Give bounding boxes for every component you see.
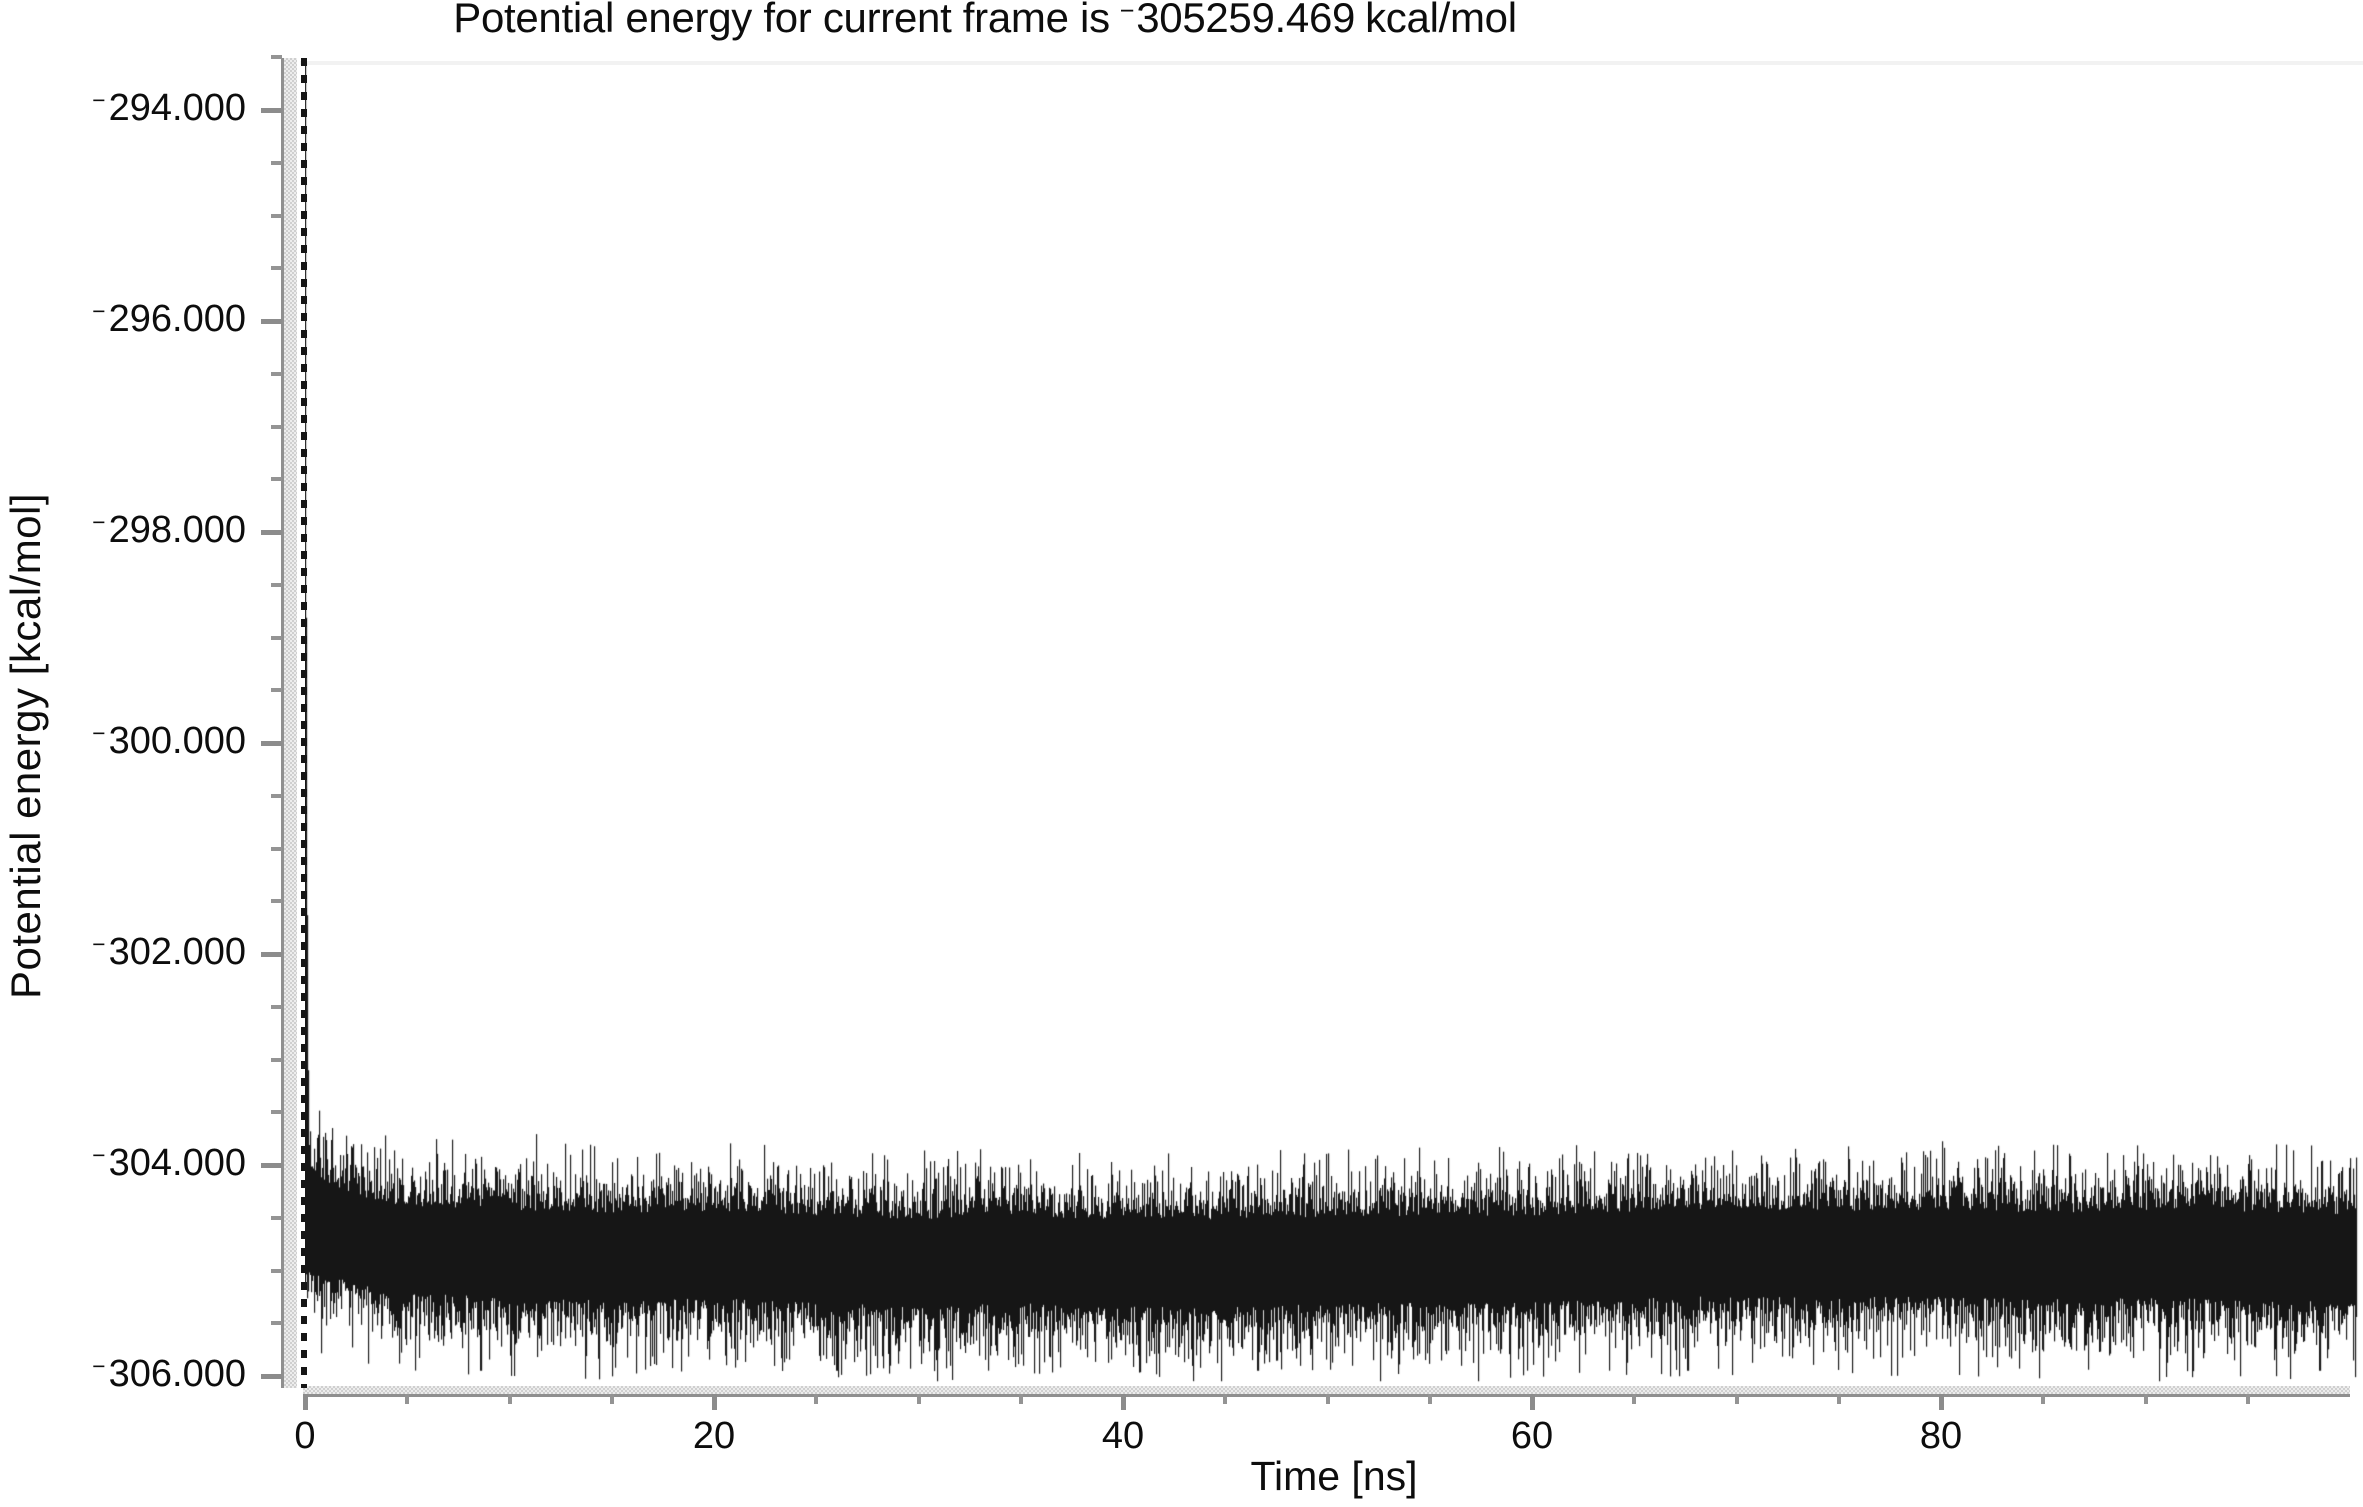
y-minor-tick (271, 213, 282, 218)
x-major-tick (712, 1394, 717, 1410)
y-minor-tick (271, 846, 282, 851)
x-minor-tick (1018, 1394, 1023, 1404)
x-minor-tick (1223, 1394, 1228, 1404)
minus-sign: − (92, 931, 106, 958)
minus-sign: − (92, 87, 106, 114)
x-minor-tick (405, 1394, 410, 1404)
x-tick-label: 80 (1919, 1415, 1963, 1457)
y-tick-label: −298.000 (40, 508, 246, 556)
title-energy-value: 305259.469 (1136, 0, 1356, 41)
x-minor-tick (1836, 1394, 1841, 1404)
y-minor-tick (271, 424, 282, 429)
y-major-tick (261, 952, 282, 957)
x-tick-label: 0 (294, 1415, 316, 1457)
x-major-tick (1530, 1394, 1535, 1410)
minus-sign: − (92, 298, 106, 325)
y-major-tick (261, 108, 282, 113)
y-tick-label: −304.000 (40, 1141, 246, 1189)
x-minor-tick (507, 1394, 512, 1404)
y-major-tick (261, 1163, 282, 1168)
y-tick-value: 306.000 (108, 1353, 246, 1395)
x-major-tick (303, 1394, 308, 1410)
x-minor-tick (1734, 1394, 1739, 1404)
y-minor-tick (271, 1057, 282, 1062)
x-tick-label: 40 (1101, 1415, 1145, 1457)
plot-canvas (305, 62, 2363, 1388)
y-minor-tick (271, 1268, 282, 1273)
y-minor-tick (271, 266, 282, 271)
x-tick-label: 20 (692, 1415, 736, 1457)
y-tick-value: 294.000 (108, 87, 246, 129)
y-tick-label: −296.000 (40, 297, 246, 345)
x-major-tick (1939, 1394, 1944, 1410)
minus-sign: − (1119, 0, 1135, 25)
chart-title: Potential energy for current frame is −30… (330, 0, 1640, 42)
y-major-tick (261, 530, 282, 535)
x-minor-tick (2143, 1394, 2148, 1404)
minus-sign: − (92, 720, 106, 747)
x-minor-tick (609, 1394, 614, 1404)
minus-sign: − (92, 1142, 106, 1169)
y-axis-bar (281, 58, 297, 1388)
y-minor-tick (271, 371, 282, 376)
y-major-tick (261, 319, 282, 324)
y-minor-tick (271, 1321, 282, 1326)
y-tick-value: 298.000 (108, 509, 246, 551)
current-frame-marker-line (301, 58, 307, 1388)
minus-sign: − (92, 509, 106, 536)
y-minor-tick (271, 1110, 282, 1115)
y-minor-tick (271, 793, 282, 798)
y-minor-tick (271, 688, 282, 693)
y-minor-tick (271, 582, 282, 587)
title-unit: kcal/mol (1365, 0, 1517, 41)
y-tick-value: 300.000 (108, 720, 246, 762)
y-major-tick (261, 741, 282, 746)
y-tick-label: −300.000 (40, 719, 246, 767)
x-minor-tick (814, 1394, 819, 1404)
minus-sign: − (92, 1353, 106, 1380)
y-tick-label: −302.000 (40, 930, 246, 978)
y-minor-tick (271, 1004, 282, 1009)
title-prefix: Potential energy for current frame is (453, 0, 1110, 41)
y-tick-value: 302.000 (108, 931, 246, 973)
x-minor-tick (1632, 1394, 1637, 1404)
x-minor-tick (916, 1394, 921, 1404)
x-major-tick (1121, 1394, 1126, 1410)
y-tick-label: −294.000 (40, 86, 246, 134)
y-tick-label: −306.000 (40, 1352, 246, 1400)
x-minor-tick (2041, 1394, 2046, 1404)
x-minor-tick (1427, 1394, 1432, 1404)
y-minor-tick (271, 55, 282, 60)
y-minor-tick (271, 1215, 282, 1220)
y-tick-value: 296.000 (108, 298, 246, 340)
y-minor-tick (271, 899, 282, 904)
y-minor-tick (271, 477, 282, 482)
x-axis-title: Time [ns] (1250, 1453, 1418, 1499)
x-tick-label: 60 (1510, 1415, 1554, 1457)
y-minor-tick (271, 635, 282, 640)
y-minor-tick (271, 160, 282, 165)
x-minor-tick (1325, 1394, 1330, 1404)
y-major-tick (261, 1374, 282, 1379)
y-tick-value: 304.000 (108, 1142, 246, 1184)
x-minor-tick (2245, 1394, 2250, 1404)
